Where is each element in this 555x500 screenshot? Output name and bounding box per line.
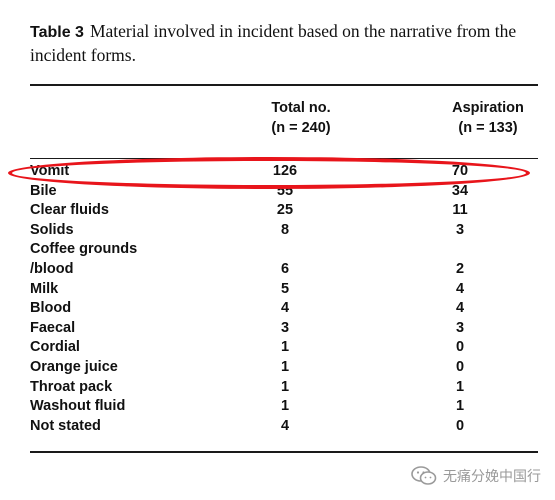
row-label: Blood xyxy=(30,300,72,317)
total-cell: 4 xyxy=(280,417,290,434)
total-cell: 8 xyxy=(280,221,290,238)
table-body: Vomit 126 70 Bile 55 34 Clear fluids 25 11 Solids… xyxy=(30,162,538,436)
total-cell: 1 xyxy=(280,398,290,415)
red-highlight-ellipse xyxy=(8,157,530,189)
table-row: Cordial 1 0 xyxy=(30,338,538,358)
table-row: Bile 55 34 xyxy=(30,182,538,202)
caption-text: Material involved in incident based on t… xyxy=(30,21,517,65)
column-title-total: Total no. xyxy=(271,100,331,116)
total-cell: 4 xyxy=(280,300,290,317)
table-row: Milk 5 4 xyxy=(30,280,538,300)
total-cell: 6 xyxy=(280,260,290,277)
row-label: Coffee grounds xyxy=(30,241,138,258)
watermark: 无痛分娩中国行 xyxy=(411,464,541,488)
row-label: Clear fluids xyxy=(30,202,109,219)
total-cell: 1 xyxy=(280,339,290,356)
bottom-rule xyxy=(30,451,538,453)
table-row: /blood 6 2 xyxy=(30,260,538,280)
aspiration-cell: 0 xyxy=(455,417,465,434)
row-label: Bile xyxy=(30,182,57,199)
total-cell: 1 xyxy=(280,378,290,395)
aspiration-cell: 1 xyxy=(455,378,465,395)
aspiration-cell: 1 xyxy=(455,398,465,415)
column-header-total: Total no. (n = 240) xyxy=(246,98,356,138)
table-row: Throat pack 1 1 xyxy=(30,378,538,398)
column-header-aspiration: Aspiration (n = 133) xyxy=(438,98,538,138)
wechat-icon xyxy=(411,466,437,486)
row-label: Cordial xyxy=(30,339,80,356)
row-label: /blood xyxy=(30,260,74,277)
row-label: Milk xyxy=(30,280,59,297)
table-caption: Table 3 Material involved in incident bas… xyxy=(30,20,535,66)
table-row: Solids 8 3 xyxy=(30,221,538,241)
aspiration-cell: 11 xyxy=(452,202,468,219)
total-cell: 3 xyxy=(280,319,290,336)
aspiration-cell: 4 xyxy=(455,280,465,297)
table-row: Blood 4 4 xyxy=(30,299,538,319)
table-row: Clear fluids 25 11 xyxy=(30,201,538,221)
table-number: Table 3 xyxy=(30,24,84,41)
row-label: Solids xyxy=(30,221,74,238)
row-label: Faecal xyxy=(30,319,76,336)
column-title-aspiration: Aspiration xyxy=(452,100,524,116)
table-row: Washout fluid 1 1 xyxy=(30,397,538,417)
total-cell: 5 xyxy=(280,280,290,297)
row-label: Throat pack xyxy=(30,378,113,395)
total-cell: 1 xyxy=(280,358,290,375)
aspiration-cell: 3 xyxy=(455,319,465,336)
row-label: Not stated xyxy=(30,417,101,434)
table-row: Coffee grounds xyxy=(30,240,538,260)
aspiration-cell: 0 xyxy=(455,339,465,356)
aspiration-cell: 0 xyxy=(455,358,465,375)
total-cell: 25 xyxy=(276,202,294,219)
row-label: Orange juice xyxy=(30,358,118,375)
aspiration-cell: 34 xyxy=(451,182,469,199)
column-n-aspiration: (n = 133) xyxy=(458,120,518,136)
table-row: Orange juice 1 0 xyxy=(30,358,538,378)
aspiration-cell: 4 xyxy=(455,300,465,317)
top-rule xyxy=(30,84,538,86)
aspiration-cell: 3 xyxy=(455,221,465,238)
table-row: Not stated 4 0 xyxy=(30,417,538,437)
watermark-text: 无痛分娩中国行 xyxy=(443,469,541,485)
column-n-total: (n = 240) xyxy=(271,120,331,136)
table-row: Faecal 3 3 xyxy=(30,319,538,339)
aspiration-cell: 2 xyxy=(455,260,465,277)
row-label: Washout fluid xyxy=(30,398,126,415)
